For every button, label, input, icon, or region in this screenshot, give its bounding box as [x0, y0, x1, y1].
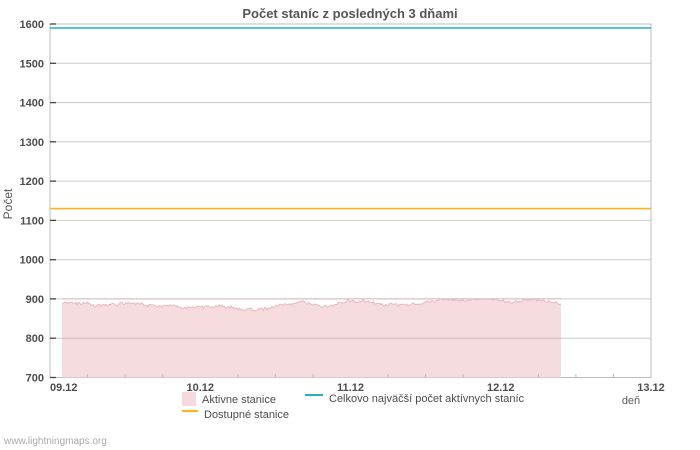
- svg-text:700: 700: [26, 373, 44, 385]
- svg-text:1200: 1200: [20, 176, 44, 188]
- svg-text:1500: 1500: [20, 58, 44, 70]
- svg-text:900: 900: [26, 294, 44, 306]
- svg-text:1300: 1300: [20, 137, 44, 149]
- svg-text:1400: 1400: [20, 98, 44, 110]
- svg-text:1000: 1000: [20, 255, 44, 267]
- svg-text:Počet: Počet: [1, 188, 15, 219]
- svg-text:09.12: 09.12: [50, 382, 78, 394]
- svg-text:13.12: 13.12: [637, 382, 665, 394]
- svg-text:1600: 1600: [20, 19, 44, 31]
- svg-text:800: 800: [26, 333, 44, 345]
- svg-text:1100: 1100: [20, 215, 44, 227]
